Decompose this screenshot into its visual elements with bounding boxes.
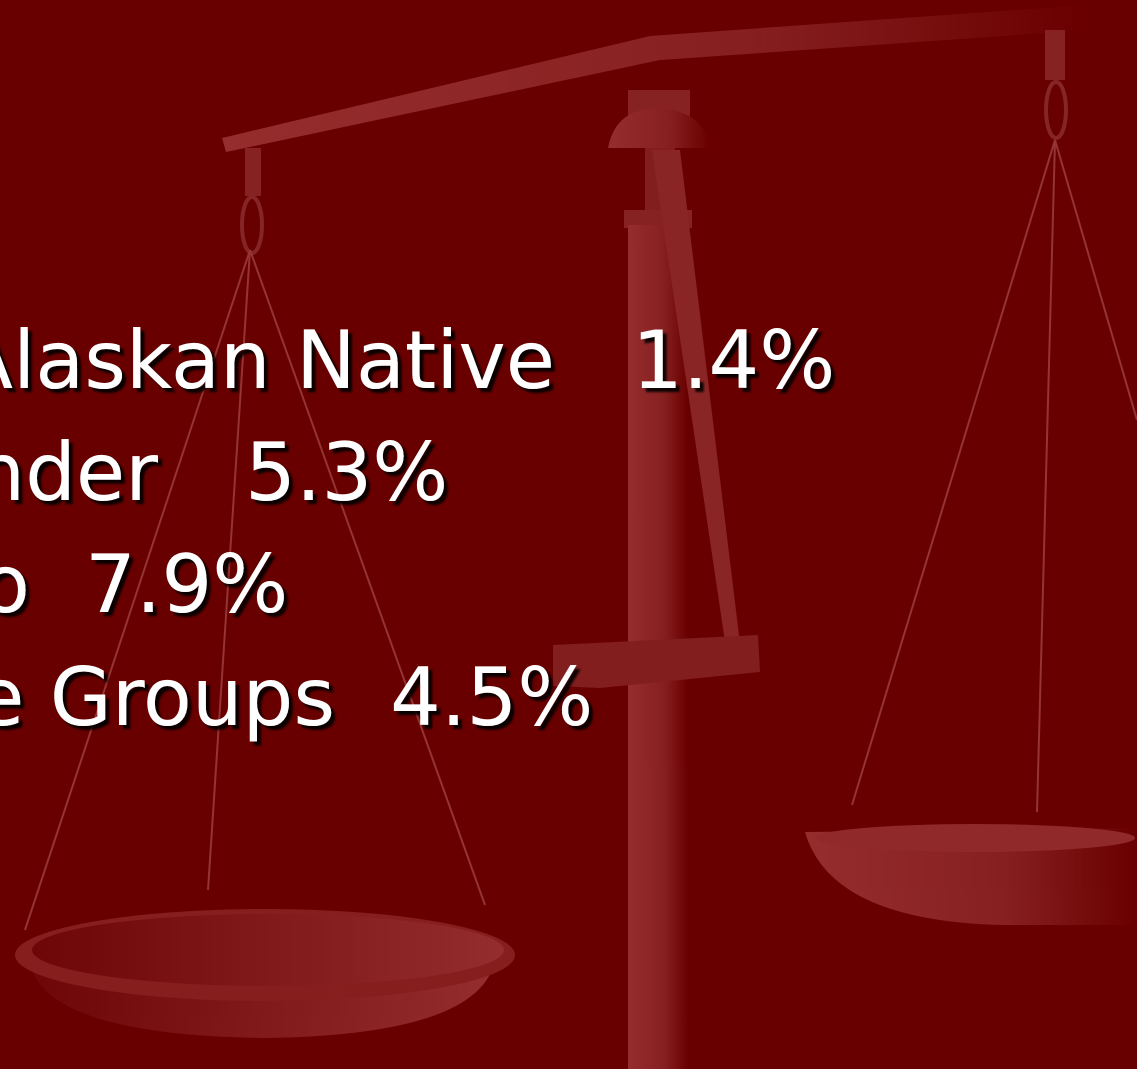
line-label: e Groups: [0, 651, 335, 744]
line-value: 7.9%: [85, 538, 288, 631]
line-value: 1.4%: [632, 314, 835, 407]
line-label: nder: [0, 426, 158, 519]
line-value: 4.5%: [390, 651, 593, 744]
line-label: o: [0, 538, 30, 631]
line-value: 5.3%: [245, 426, 448, 519]
scale-illustration: [15, 5, 1137, 1069]
line-label: /Alaskan Native: [0, 314, 555, 407]
